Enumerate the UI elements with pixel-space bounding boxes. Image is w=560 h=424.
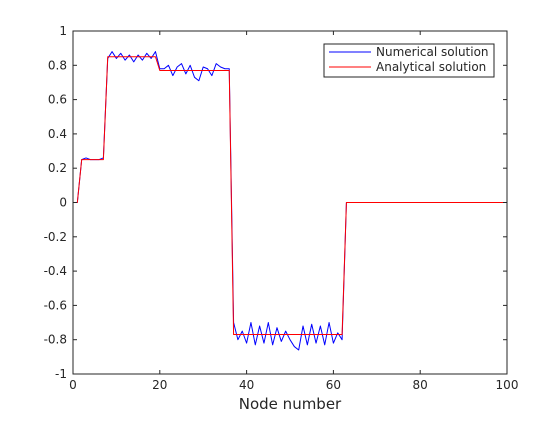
y-tick-label: -0.2 — [44, 230, 67, 244]
legend: Numerical solution Analytical solution — [323, 43, 495, 78]
y-tick-label: -0.8 — [44, 333, 67, 347]
y-tick-label: 0.6 — [48, 93, 67, 107]
y-tick-label: 0.2 — [48, 161, 67, 175]
x-tick-label: 80 — [413, 378, 428, 392]
legend-label-analytical: Analytical solution — [376, 60, 486, 74]
y-tick-label: 0 — [59, 196, 67, 210]
x-tick-label: 60 — [326, 378, 341, 392]
tick-layer: 0 20 40 60 80 100 -1 -0.8 -0.6 -0.4 -0.2 0 0.2 0.4 0.6… — [44, 24, 519, 392]
x-tick-label: 20 — [152, 378, 167, 392]
legend-box — [323, 43, 495, 78]
y-tick-label: -0.4 — [44, 264, 67, 278]
legend-label-numerical: Numerical solution — [376, 45, 489, 59]
y-tick-label: -1 — [55, 367, 67, 381]
x-axis-label: Node number — [239, 395, 342, 413]
y-tick-label: -0.6 — [44, 298, 67, 312]
x-tick-label: 40 — [239, 378, 254, 392]
y-tick-label: 0.8 — [48, 58, 67, 72]
series-line-analytical — [73, 56, 507, 336]
series-layer — [73, 51, 507, 351]
x-tick-label: 0 — [69, 378, 77, 392]
x-tick-label: 100 — [496, 378, 519, 392]
y-tick-label: 0.4 — [48, 127, 67, 141]
y-tick-label: 1 — [59, 24, 67, 38]
